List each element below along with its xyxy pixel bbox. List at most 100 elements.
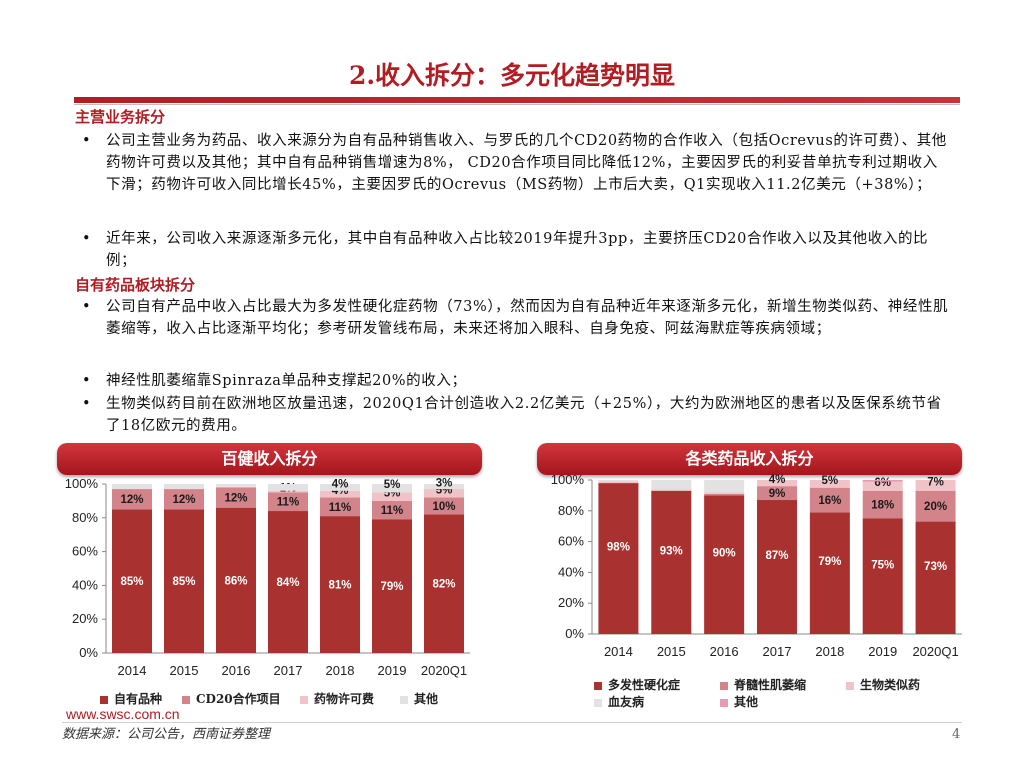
right-y-tick-label: 40% [558, 564, 584, 579]
left-data-label: 85% [172, 576, 195, 588]
right-legend-label: 血友病 [608, 695, 645, 709]
page-title: 2.收入拆分：多元化趋势明显 [348, 61, 676, 90]
right-data-label: 7% [927, 476, 944, 488]
left-legend-item: 自有品种 [100, 690, 162, 707]
right-bar-3 [809, 480, 850, 488]
right-bar-1 [757, 500, 797, 634]
right-bar-3 [862, 481, 903, 491]
title-underline-thin [74, 104, 960, 105]
right-data-label: 16% [818, 495, 841, 507]
right-y-tick-label: 0% [565, 626, 584, 641]
left-data-label: 4% [332, 478, 349, 490]
right-legend-label: 生物类似药 [860, 678, 921, 692]
right-data-label: 73% [924, 561, 947, 573]
left-x-tick-label: 2018 [326, 663, 355, 678]
left-data-label: 85% [120, 576, 143, 588]
left-bar-2 [268, 492, 308, 512]
right-data-label: 6% [874, 477, 891, 489]
left-bar-1 [320, 516, 360, 653]
bullet-own-1: • 公司自有产品中收入占比最大为多发性硬化症药物（73%），然而因为自有品种近年… [82, 296, 952, 340]
left-legend-label: 其他 [414, 692, 439, 706]
right-data-label: 98% [607, 542, 630, 554]
left-legend-swatch [300, 695, 308, 704]
section-heading-own-drugs: 自有药品板块拆分 [75, 276, 196, 294]
left-data-label: 86% [224, 575, 247, 587]
bullet-own-2: • 神经性肌萎缩靠Spinraza单品种支撑起20%的收入； [82, 370, 952, 392]
right-bar-3 [704, 492, 745, 494]
left-data-label: 79% [380, 581, 403, 593]
left-data-label: 11% [381, 505, 403, 517]
bullet-text: 近年来，公司收入来源逐渐多元化，其中自有品种收入占比较2019年提升3pp，主要… [106, 231, 929, 270]
right-legend-item: 多发性硬化症 [594, 676, 680, 693]
right-legend-swatch [594, 698, 602, 707]
left-x-tick-label: 2019 [378, 663, 407, 678]
right-x-tick-label: 2014 [604, 644, 633, 659]
right-legend-label: 脊髓性肌萎缩 [734, 678, 807, 692]
left-data-label: 10% [432, 501, 455, 513]
footer-url[interactable]: www.swsc.com.cn [66, 706, 180, 722]
left-data-label: 3% [436, 478, 453, 490]
right-bar-4 [598, 480, 639, 482]
left-data-label: 5% [384, 479, 401, 491]
left-x-tick-label: 2014 [118, 663, 147, 678]
bullet-own-3: • 生物类似药目前在欧洲地区放量迅速，2020Q1合计创造收入2.2亿美元（+2… [82, 393, 952, 437]
left-bar-1 [372, 519, 412, 653]
bullet-dot: • [82, 133, 92, 149]
bullet-text: 神经性肌萎缩靠Spinraza单品种支撑起20%的收入； [106, 373, 467, 389]
left-bar-3 [424, 489, 464, 498]
left-data-label: 12% [224, 493, 247, 505]
left-y-tick-label: 80% [72, 510, 98, 525]
right-data-label: 79% [818, 556, 841, 568]
left-data-label: 12% [172, 494, 195, 506]
bullet-text: 生物类似药目前在欧洲地区放量迅速，2020Q1合计创造收入2.2亿美元（+25%… [106, 396, 942, 435]
left-data-label: 11% [277, 497, 299, 509]
bullet-text: 公司主营业务为药品、收入来源分为自有品种销售收入、与罗氏的几个CD20药物的合作… [106, 133, 947, 194]
right-bar-2 [704, 493, 745, 496]
right-bar-4 [651, 480, 692, 490]
left-x-tick-label: 2015 [170, 663, 199, 678]
left-bar-2 [164, 489, 204, 510]
bullet-main-2: • 近年来，公司收入来源逐渐多元化，其中自有品种收入占比较2019年提升3pp，… [82, 228, 952, 272]
right-bar-1 [651, 490, 692, 634]
left-bar-4 [216, 484, 256, 488]
left-x-tick-label: 2020Q1 [421, 663, 467, 678]
right-legend-swatch [594, 681, 602, 690]
right-data-label: 90% [713, 548, 736, 560]
left-bar-4 [320, 484, 360, 491]
right-bar-1 [862, 518, 903, 634]
right-data-label: 4% [769, 474, 786, 486]
left-chart-banner: 百健收入拆分 [57, 443, 482, 475]
left-legend-swatch [100, 695, 108, 704]
right-data-label: 9% [769, 488, 786, 500]
left-y-tick-label: 60% [72, 544, 98, 559]
right-bar-1 [704, 495, 745, 634]
left-bar-2 [320, 497, 360, 517]
left-data-label: 82% [432, 579, 455, 591]
right-x-tick-label: 2018 [815, 644, 844, 659]
left-bar-1 [112, 509, 152, 653]
right-data-label: 18% [871, 500, 894, 512]
right-bar-2 [862, 490, 903, 519]
left-bar-1 [268, 511, 308, 653]
bullet-dot: • [82, 373, 92, 389]
right-legend-item: 生物类似药 [846, 676, 920, 693]
left-bar-1 [216, 507, 256, 653]
right-data-label: 75% [871, 559, 894, 571]
right-y-tick-label: 20% [558, 595, 584, 610]
left-bar-1 [164, 509, 204, 653]
right-bar-2 [757, 486, 797, 501]
right-data-label: 87% [765, 550, 788, 562]
left-bar-2 [424, 497, 464, 515]
right-bar-3 [915, 480, 956, 491]
section-heading-main-business: 主营业务拆分 [75, 108, 166, 126]
bullet-dot: • [82, 299, 92, 315]
left-bar-2 [112, 489, 152, 510]
right-x-tick-label: 2017 [763, 644, 792, 659]
right-bar-1 [809, 512, 850, 634]
left-bar-4 [424, 484, 464, 490]
right-bar-2 [809, 487, 850, 513]
left-y-tick-label: 100% [65, 476, 99, 491]
left-bar-3 [268, 490, 308, 493]
right-chart-banner: 各类药品收入拆分 [537, 443, 962, 475]
right-data-label: 20% [924, 501, 947, 513]
